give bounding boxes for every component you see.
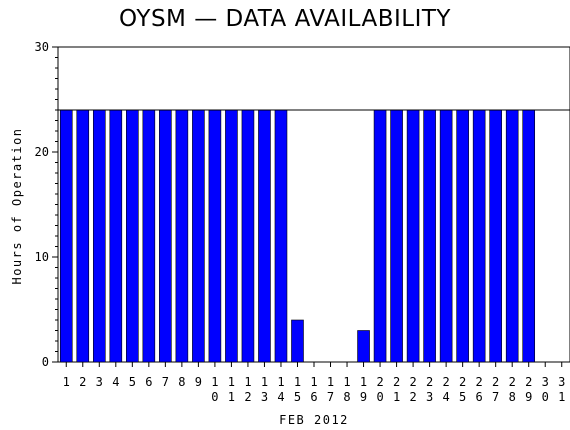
- x-axis: 1 2 3 4 5 6 7 8 9 1 01 11 21 31 41 51 61 71 81 92 02 12 22 32 42…: [63, 362, 565, 404]
- bar-8: [175, 109, 189, 363]
- chart-title: OYSM — DATA AVAILABILITY: [119, 6, 451, 32]
- bar-20: [373, 109, 387, 363]
- bar-12: [241, 109, 255, 363]
- x-tick-label-4: 4: [112, 375, 119, 389]
- bar-2: [76, 109, 90, 363]
- bar-6: [142, 109, 156, 363]
- bar-1: [59, 109, 73, 363]
- bar-22: [406, 109, 420, 363]
- x-tick-label-3: 3: [96, 375, 103, 389]
- y-tick-label: 10: [35, 250, 49, 264]
- y-axis: 0 10 20 30: [35, 40, 58, 369]
- bar-9: [192, 109, 205, 363]
- bar-27: [489, 109, 502, 363]
- bar-3: [92, 109, 106, 363]
- y-tick-label: 30: [35, 40, 49, 54]
- bar-21: [390, 109, 403, 363]
- y-tick-label: 20: [35, 145, 49, 159]
- bar-4: [109, 109, 123, 363]
- x-tick-label-2: 2: [79, 375, 86, 389]
- bar-15: [291, 319, 304, 363]
- bar-11: [225, 109, 238, 363]
- bar-14: [274, 109, 288, 363]
- x-axis-label: FEB 2012: [279, 413, 349, 427]
- bar-26: [472, 109, 486, 363]
- y-tick-label: 0: [42, 355, 49, 369]
- bars: [59, 109, 536, 363]
- x-tick-label-5: 5: [129, 375, 136, 389]
- bar-29: [522, 109, 536, 363]
- bar-10: [208, 109, 222, 363]
- bar-13: [258, 109, 271, 363]
- bar-19: [357, 330, 370, 363]
- x-tick-label-7: 7: [162, 375, 169, 389]
- bar-5: [126, 109, 139, 363]
- x-tick-label-6: 6: [145, 375, 152, 389]
- bar-7: [159, 109, 172, 363]
- bar-24: [439, 109, 453, 363]
- x-tick-label-8: 8: [178, 375, 185, 389]
- y-axis-label: Hours of Operation: [10, 127, 24, 284]
- bar-23: [423, 109, 436, 363]
- x-tick-label-9: 9: [195, 375, 202, 389]
- x-tick-label-1: 1: [63, 375, 70, 389]
- bar-25: [456, 109, 469, 363]
- bar-28: [505, 109, 519, 363]
